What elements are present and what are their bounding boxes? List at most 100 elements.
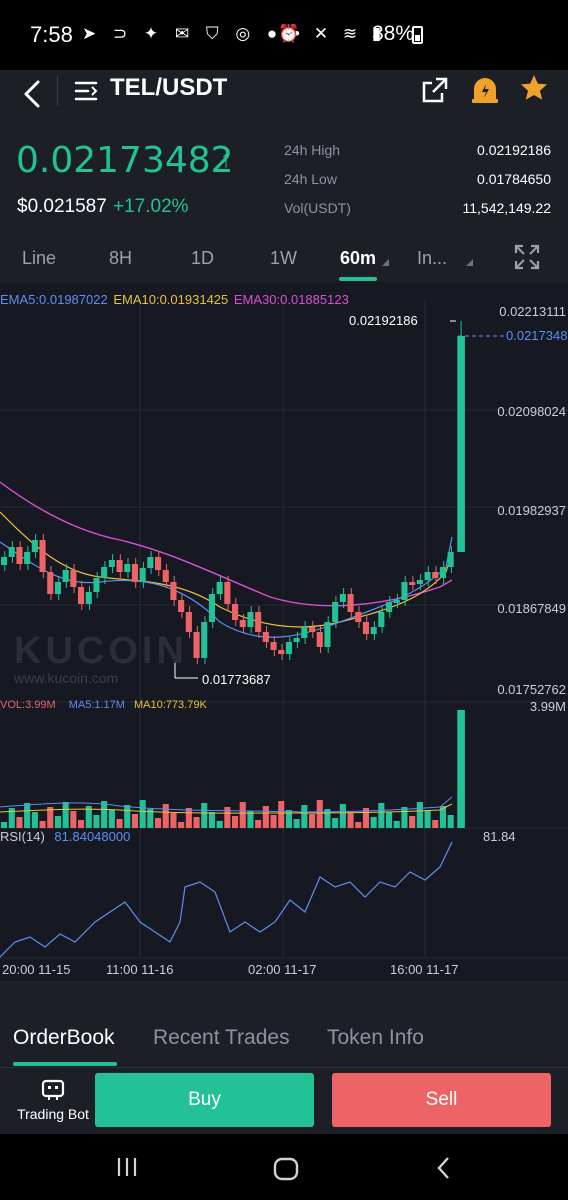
- volume-bar: [324, 809, 331, 828]
- rsi-axis-max: 81.84: [483, 829, 516, 844]
- menu-list-icon[interactable]: [74, 78, 100, 104]
- volume-bar: [178, 822, 185, 828]
- candle: [116, 560, 123, 572]
- price-alert-bell-icon[interactable]: [470, 74, 500, 106]
- candle: [93, 578, 100, 592]
- tab-1w[interactable]: 1W: [270, 248, 297, 268]
- pair-title[interactable]: TEL/USDT: [110, 74, 228, 101]
- volume-bar: [93, 815, 100, 828]
- candle: [185, 612, 192, 632]
- candle: [247, 612, 254, 627]
- share-external-icon[interactable]: [420, 75, 450, 105]
- recent-apps-icon[interactable]: [116, 1156, 138, 1178]
- candle: [78, 587, 85, 604]
- candle: [193, 632, 200, 658]
- status-bar: 7:58 ➤ ⊃ ✦ ✉ ⛉ ◎ ● • ⏰ ✕ ≋ ▮ 38%: [0, 0, 568, 70]
- header-divider: [57, 76, 58, 106]
- volume-bar: [124, 805, 131, 828]
- price-change-percent: +17.02%: [113, 196, 189, 217]
- candle: [162, 570, 169, 582]
- volume-bar: [185, 808, 192, 828]
- candle: [31, 540, 38, 552]
- volume-bar: [293, 819, 300, 828]
- trade-action-bar: Trading Bot Buy Sell: [0, 1068, 568, 1134]
- favorite-star-icon[interactable]: [518, 72, 550, 104]
- candle: [355, 612, 362, 622]
- trading-bot-button[interactable]: Trading Bot: [12, 1074, 92, 1130]
- volume-bar: [439, 806, 446, 828]
- volume-axis-max: 3.99M: [529, 699, 566, 714]
- tab-recent-trades[interactable]: Recent Trades: [153, 1026, 290, 1049]
- volume-bar: [347, 813, 354, 828]
- candle: [16, 547, 23, 564]
- volume-bar: [139, 800, 146, 828]
- volume-bar: [232, 816, 239, 828]
- candle: [147, 557, 154, 568]
- candle: [201, 622, 208, 658]
- stat-high-value: 0.02192186: [477, 142, 551, 158]
- nav-back-icon[interactable]: [436, 1156, 452, 1180]
- candle: [24, 552, 31, 564]
- candle: [301, 627, 308, 638]
- price-axis-label: 0.01867849: [497, 601, 566, 616]
- tab-indicators[interactable]: In...: [417, 248, 448, 268]
- candle: [131, 564, 138, 582]
- volume-bar: [162, 804, 169, 828]
- volume-bar: [208, 812, 215, 828]
- rsi-label: RSI(14): [0, 829, 45, 844]
- volume-bar: [78, 820, 85, 828]
- system-nav-bar: [0, 1134, 568, 1200]
- volume-bar: [424, 811, 431, 828]
- volume-legend: VOL:3.99M MA5:1.17M MA10:773.79K: [0, 699, 207, 711]
- tab-orderbook[interactable]: OrderBook: [13, 1026, 115, 1049]
- volume-bar: [239, 802, 246, 828]
- candle: [416, 580, 423, 584]
- volume-bar: [108, 810, 115, 828]
- volume-bar: [147, 809, 154, 828]
- chart-area[interactable]: [0, 282, 568, 982]
- volume-bar: [8, 808, 15, 828]
- tab-token-info[interactable]: Token Info: [327, 1026, 424, 1049]
- tab-1d[interactable]: 1D: [191, 248, 215, 268]
- fullscreen-expand-icon[interactable]: [514, 244, 540, 270]
- rsi-value: 81.84048000: [54, 829, 131, 844]
- tab-line[interactable]: Line: [22, 248, 57, 268]
- volume-bar: [285, 810, 292, 828]
- back-arrow-icon[interactable]: [20, 76, 46, 112]
- stat-vol-label: Vol(USDT): [284, 200, 351, 216]
- price-axis-label: 0.02098024: [497, 404, 566, 419]
- volume-bar: [409, 816, 416, 828]
- volume-bar: [355, 822, 362, 828]
- price-axis-label: 0.01752762: [497, 682, 566, 697]
- candle: [124, 564, 131, 572]
- volume-bar: [101, 801, 108, 828]
- usd-price: $0.021587: [17, 196, 107, 217]
- candle: [393, 600, 400, 603]
- volume-bar: [131, 814, 138, 828]
- volume-bar: [16, 817, 23, 828]
- volume-bar: [362, 808, 369, 828]
- dropdown-caret-icon: [382, 259, 389, 266]
- candlestick-chart[interactable]: [0, 282, 568, 982]
- tab-8h[interactable]: 8H: [109, 248, 133, 268]
- buy-button[interactable]: Buy: [95, 1073, 314, 1127]
- volume-bar: [255, 820, 262, 828]
- volume-bar: [386, 812, 393, 828]
- home-icon[interactable]: [272, 1156, 300, 1182]
- tab-60m[interactable]: 60m: [340, 248, 377, 268]
- price-up-arrow-icon: ↑: [220, 146, 232, 173]
- sell-button[interactable]: Sell: [332, 1073, 551, 1127]
- volume-bar: [116, 819, 123, 828]
- volume-bar: [201, 803, 208, 828]
- volume-bar: [62, 802, 69, 828]
- candle: [409, 582, 416, 585]
- volume-ma10: MA10:773.79K: [134, 699, 207, 711]
- candle: [278, 650, 285, 654]
- volume-bar: [85, 806, 92, 828]
- volume-bar: [54, 816, 61, 828]
- price-axis-label: 0.01982937: [497, 503, 566, 518]
- stat-vol-value: 11,542,149.22: [462, 200, 552, 216]
- volume-bar: [247, 811, 254, 828]
- candle: [232, 604, 239, 620]
